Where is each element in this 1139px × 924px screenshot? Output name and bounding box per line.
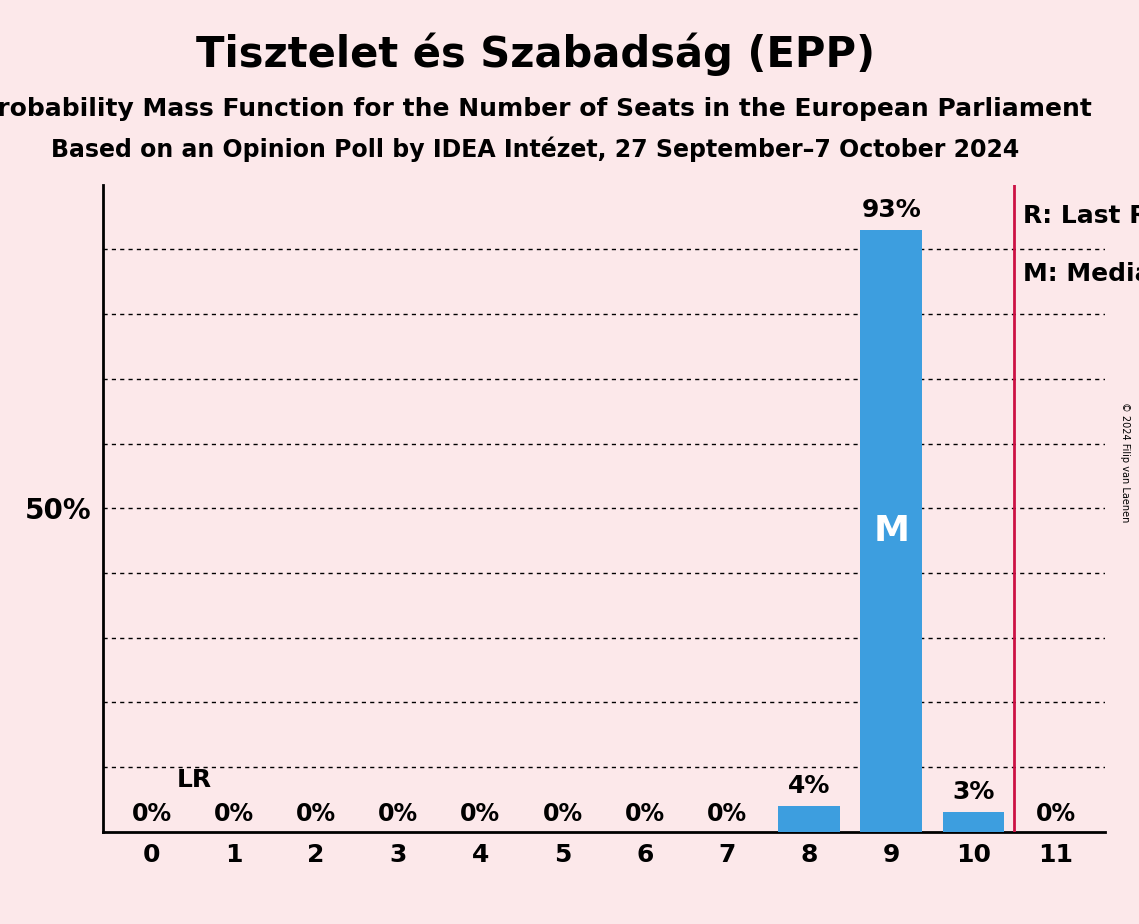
Text: 93%: 93%: [861, 199, 921, 223]
Text: Probability Mass Function for the Number of Seats in the European Parliament: Probability Mass Function for the Number…: [0, 97, 1092, 121]
Text: Based on an Opinion Poll by IDEA Intézet, 27 September–7 October 2024: Based on an Opinion Poll by IDEA Intézet…: [51, 137, 1019, 163]
Text: 0%: 0%: [707, 802, 747, 826]
Text: 0%: 0%: [296, 802, 336, 826]
Bar: [778, 806, 839, 832]
Text: © 2024 Filip van Laenen: © 2024 Filip van Laenen: [1121, 402, 1130, 522]
Text: Tisztelet és Szabadság (EPP): Tisztelet és Szabadság (EPP): [196, 32, 875, 76]
Text: 0%: 0%: [214, 802, 254, 826]
Bar: [860, 230, 923, 832]
Text: M: M: [874, 514, 909, 548]
Text: 0%: 0%: [1035, 802, 1075, 826]
Text: 0%: 0%: [460, 802, 500, 826]
Text: 0%: 0%: [378, 802, 418, 826]
Text: 4%: 4%: [788, 774, 830, 798]
Text: 0%: 0%: [624, 802, 665, 826]
Text: LR: LR: [177, 768, 212, 792]
Text: 3%: 3%: [952, 781, 994, 805]
Text: R: Last Result: R: Last Result: [1023, 204, 1139, 228]
Bar: [943, 812, 1005, 832]
Text: M: Median: M: Median: [1023, 262, 1139, 286]
Text: 0%: 0%: [542, 802, 583, 826]
Text: 0%: 0%: [132, 802, 172, 826]
